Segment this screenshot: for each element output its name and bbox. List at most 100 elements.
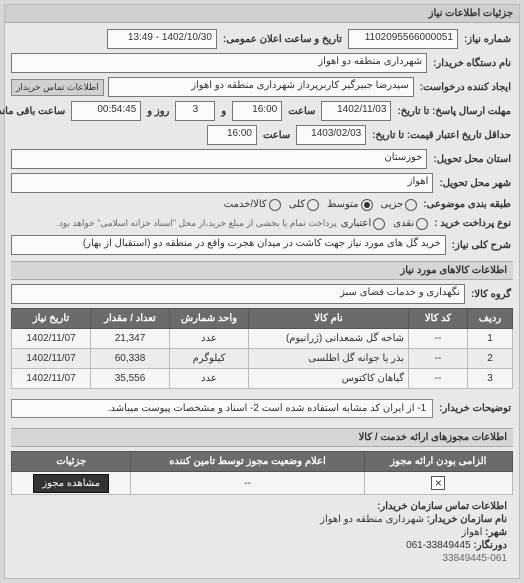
province: خوزستان (11, 149, 427, 169)
buyer-note: 1- از ایران کد مشابه استفاده شده است 2- … (11, 399, 433, 418)
table-cell: بذر یا جوانه گل اطلسی (249, 349, 409, 369)
table-cell: عدد (170, 329, 249, 349)
table-cell: گیاهان کاکتوس (249, 369, 409, 389)
goods-th-2: نام کالا (249, 309, 409, 329)
table-cell: 2 (468, 349, 513, 369)
footer-title: اطلاعات تماس سازمان خریدار: (377, 501, 507, 512)
payment-note: پرداخت تمام یا بخشی از مبلغ خرید،از محل … (56, 218, 336, 229)
city-label: شهر محل تحویل: (437, 176, 513, 191)
table-cell: 1402/11/07 (12, 369, 91, 389)
license-details-cell: مشاهده مجوز (12, 472, 131, 495)
radio-icon (361, 199, 373, 211)
desc-label: شرح کلی نیاز: (450, 238, 513, 253)
radio-icon (416, 218, 428, 230)
announce-label: تاریخ و ساعت اعلان عمومی: (221, 32, 344, 47)
table-cell: 1402/11/07 (12, 329, 91, 349)
note-label: توضیحات خریدار: (437, 401, 513, 416)
payment-radio-group: نقدی اعتباری (341, 218, 428, 230)
goods-th-3: واحد شمارش (170, 309, 249, 329)
footer-tel2: 33849445-061 (442, 553, 507, 564)
table-row: 1--شاخه گل شمعدانی (ژرانیوم)عدد21,347140… (12, 329, 513, 349)
goods-th-4: تعداد / مقدار (91, 309, 170, 329)
budget-radio-group: جزیی متوسط کلی کالا/خدمت (224, 199, 418, 211)
payment-label: نوع پرداخت خرید : (432, 216, 513, 231)
goods-th-5: تاریخ نیاز (12, 309, 91, 329)
goods-th-1: کد کالا (409, 309, 468, 329)
time-label-1: ساعت (286, 104, 317, 119)
budget-opt-0[interactable]: جزیی (381, 199, 418, 211)
province-label: استان محل تحویل: (431, 152, 513, 167)
license-th-2: جزئیات (12, 452, 131, 472)
footer-city: اهواز (462, 527, 483, 538)
day-label: روز و (145, 104, 171, 119)
footer-org-label: نام سازمان خریدار: (427, 514, 507, 525)
main-panel: جزئیات اطلاعات نیاز شماره نیاز: 11020955… (4, 4, 520, 579)
license-section-title: اطلاعات مجوزهای ارائه خدمت / کالا (11, 428, 513, 447)
footer-city-label: شهر: (485, 527, 507, 538)
license-table: الزامی بودن ارائه مجوز اعلام وضعیت مجوز … (11, 451, 513, 495)
payment-opt-1[interactable]: اعتباری (341, 218, 385, 230)
table-cell: 3 (468, 369, 513, 389)
goods-th-0: ردیف (468, 309, 513, 329)
goods-table: ردیفکد کالانام کالاواحد شمارشتعداد / مقد… (11, 308, 513, 389)
buyer-org-label: نام دستگاه خریدار: (431, 56, 513, 71)
request-no: 1102095566000051 (348, 29, 458, 49)
announce-value: 1402/10/30 - 13:49 (107, 29, 217, 49)
panel-title: جزئیات اطلاعات نیاز (5, 5, 519, 23)
and-label: و (219, 104, 228, 119)
desc: خرید گل های مورد نیاز جهت کاشت در میدان … (11, 235, 446, 255)
time-label-2: ساعت (261, 128, 292, 143)
budget-opt-2[interactable]: کلی (289, 199, 319, 211)
license-th-1: اعلام وضعیت مجوز توسط تامین کننده (131, 452, 364, 472)
panel-body: شماره نیاز: 1102095566000051 تاریخ و ساع… (5, 23, 519, 578)
table-cell: کیلوگرم (170, 349, 249, 369)
license-th-0: الزامی بودن ارائه مجوز (364, 452, 512, 472)
requester-label: ایجاد کننده درخواست: (418, 80, 513, 95)
radio-icon (405, 199, 417, 211)
request-no-label: شماره نیاز: (462, 32, 513, 47)
contact-buyer-button[interactable]: اطلاعات تماس خریدار (11, 79, 104, 96)
validity-label: حداقل تاریخ اعتبار قیمت: تا تاریخ: (370, 128, 513, 143)
validity-time: 16:00 (207, 125, 257, 145)
table-cell: -- (409, 329, 468, 349)
footer-tel-label: دورنگار: (473, 540, 507, 551)
city: اهواز (11, 173, 433, 193)
table-cell: -- (409, 369, 468, 389)
budget-label: طبقه بندی موضوعی: (421, 197, 513, 212)
footer-info: اطلاعات تماس سازمان خریدار: نام سازمان خ… (11, 495, 513, 572)
payment-opt-0[interactable]: نقدی (393, 218, 428, 230)
table-cell: 21,347 (91, 329, 170, 349)
radio-icon (373, 218, 385, 230)
license-status-cell: -- (131, 472, 364, 495)
budget-opt-1[interactable]: متوسط (327, 199, 372, 211)
table-cell: 60,338 (91, 349, 170, 369)
view-license-button[interactable]: مشاهده مجوز (33, 474, 109, 493)
remain-clock: 00:54:45 (71, 101, 141, 121)
table-cell: 1 (468, 329, 513, 349)
license-mandatory-cell (364, 472, 512, 495)
mandatory-checkbox[interactable] (431, 476, 445, 490)
table-cell: -- (409, 349, 468, 369)
goods-section-title: اطلاعات کالاهای مورد نیاز (11, 261, 513, 280)
table-cell: 35,556 (91, 369, 170, 389)
footer-tel: 33849445-061 (406, 540, 471, 551)
remain-label: ساعت باقی مانده (0, 104, 67, 119)
deadline-date: 1402/11/03 (321, 101, 391, 121)
budget-opt-3[interactable]: کالا/خدمت (224, 199, 281, 211)
goods-group: نگهداری و خدمات فضای سبز (11, 284, 465, 304)
table-row: 3--گیاهان کاکتوسعدد35,5561402/11/07 (12, 369, 513, 389)
remain-days: 3 (175, 101, 215, 121)
footer-org: شهرداری منطقه دو اهواز (320, 514, 424, 525)
table-cell: شاخه گل شمعدانی (ژرانیوم) (249, 329, 409, 349)
deadline-time: 16:00 (232, 101, 282, 121)
radio-icon (307, 199, 319, 211)
deadline-label: مهلت ارسال پاسخ: تا تاریخ: (395, 104, 513, 119)
buyer-org: شهرداری منطقه دو اهواز (11, 53, 427, 73)
requester: سیدرضا جبیرگیر کاربرپرداز شهرداری منطقه … (108, 77, 414, 97)
table-row: 2--بذر یا جوانه گل اطلسیکیلوگرم60,338140… (12, 349, 513, 369)
radio-icon (269, 199, 281, 211)
goods-group-label: گروه کالا: (469, 287, 513, 302)
validity-date: 1403/02/03 (296, 125, 366, 145)
table-cell: عدد (170, 369, 249, 389)
table-cell: 1402/11/07 (12, 349, 91, 369)
